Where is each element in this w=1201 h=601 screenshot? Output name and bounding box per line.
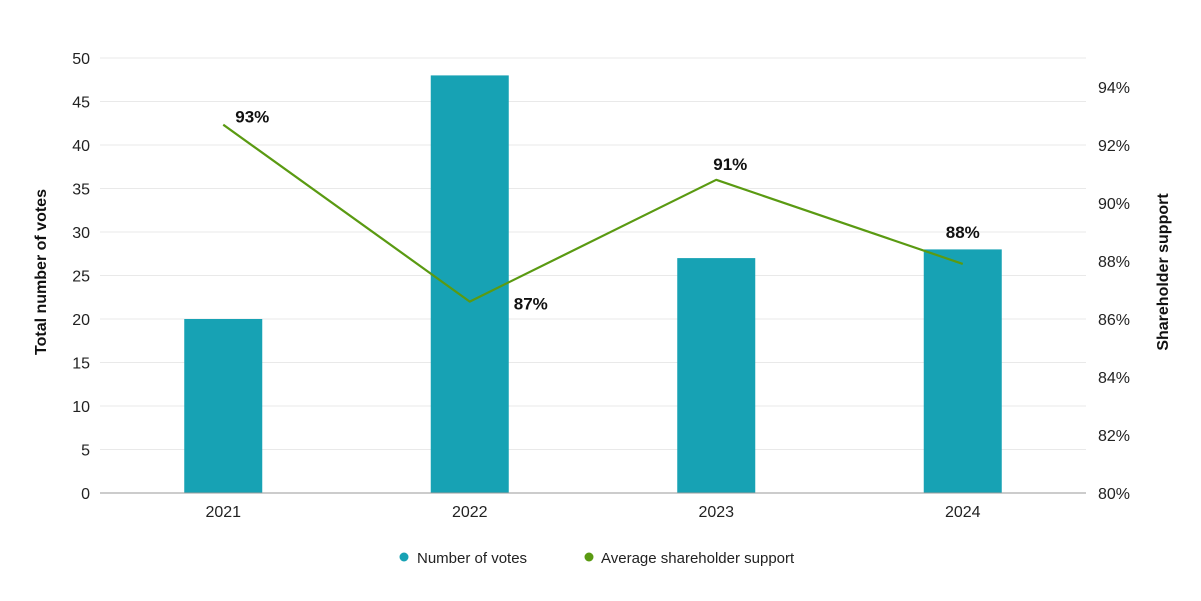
y-left-axis-title: Total number of votes — [33, 189, 50, 355]
y-right-tick-label: 92% — [1098, 138, 1130, 155]
data-labels: 93% 87% 91% 88% — [235, 108, 980, 314]
x-tick-label-2024: 2024 — [945, 504, 981, 521]
x-tick-label-2023: 2023 — [698, 504, 734, 521]
y-right-tick-label: 86% — [1098, 312, 1130, 329]
y-right-tick-label: 90% — [1098, 196, 1130, 213]
y-left-tick-label: 35 — [72, 182, 90, 199]
bar-votes-2022 — [430, 75, 509, 494]
y-left-tick-label: 10 — [72, 399, 90, 416]
y-right-tick-label: 88% — [1098, 254, 1130, 271]
legend: Number of votes Average shareholder supp… — [399, 550, 795, 567]
support-label-2022: 87% — [514, 295, 548, 314]
x-tick-label-2022: 2022 — [452, 504, 488, 521]
legend-label-support: Average shareholder support — [601, 550, 795, 567]
support-line — [222, 123, 964, 303]
y-right-tick-label: 94% — [1098, 80, 1130, 97]
legend-marker-support — [584, 552, 594, 562]
y-left-tick-label: 0 — [81, 486, 90, 503]
y-left-tick-label: 15 — [72, 356, 90, 373]
bars — [184, 75, 1002, 494]
support-label-2023: 91% — [713, 155, 747, 174]
support-label-2024: 88% — [946, 223, 980, 242]
bar-votes-2021 — [184, 319, 263, 493]
y-right-tick-label: 84% — [1098, 370, 1130, 387]
y-left-tick-label: 5 — [81, 443, 90, 460]
gridlines — [100, 57, 1086, 450]
y-right-tick-label: 80% — [1098, 486, 1130, 503]
legend-label-votes: Number of votes — [417, 550, 527, 567]
y-left-tick-label: 45 — [72, 95, 90, 112]
y-left-tick-label: 50 — [72, 51, 90, 68]
legend-marker-votes — [399, 552, 409, 562]
x-tick-label-2021: 2021 — [205, 504, 241, 521]
y-left-tick-label: 40 — [72, 138, 90, 155]
y-left-tick-label: 25 — [72, 269, 90, 286]
bar-votes-2024 — [923, 249, 1002, 493]
y-right-tick-label: 82% — [1098, 428, 1130, 445]
support-line-path — [222, 123, 964, 303]
y-left-tick-label: 20 — [72, 312, 90, 329]
support-label-2021: 93% — [235, 108, 269, 127]
axes: 0 5 10 15 20 25 30 35 40 45 50 80% 82% 84% 86% 88% 90% 92… — [72, 51, 1130, 521]
y-right-axis-title: Shareholder support — [1155, 193, 1172, 351]
y-left-tick-label: 30 — [72, 225, 90, 242]
bar-votes-2023 — [677, 258, 756, 493]
